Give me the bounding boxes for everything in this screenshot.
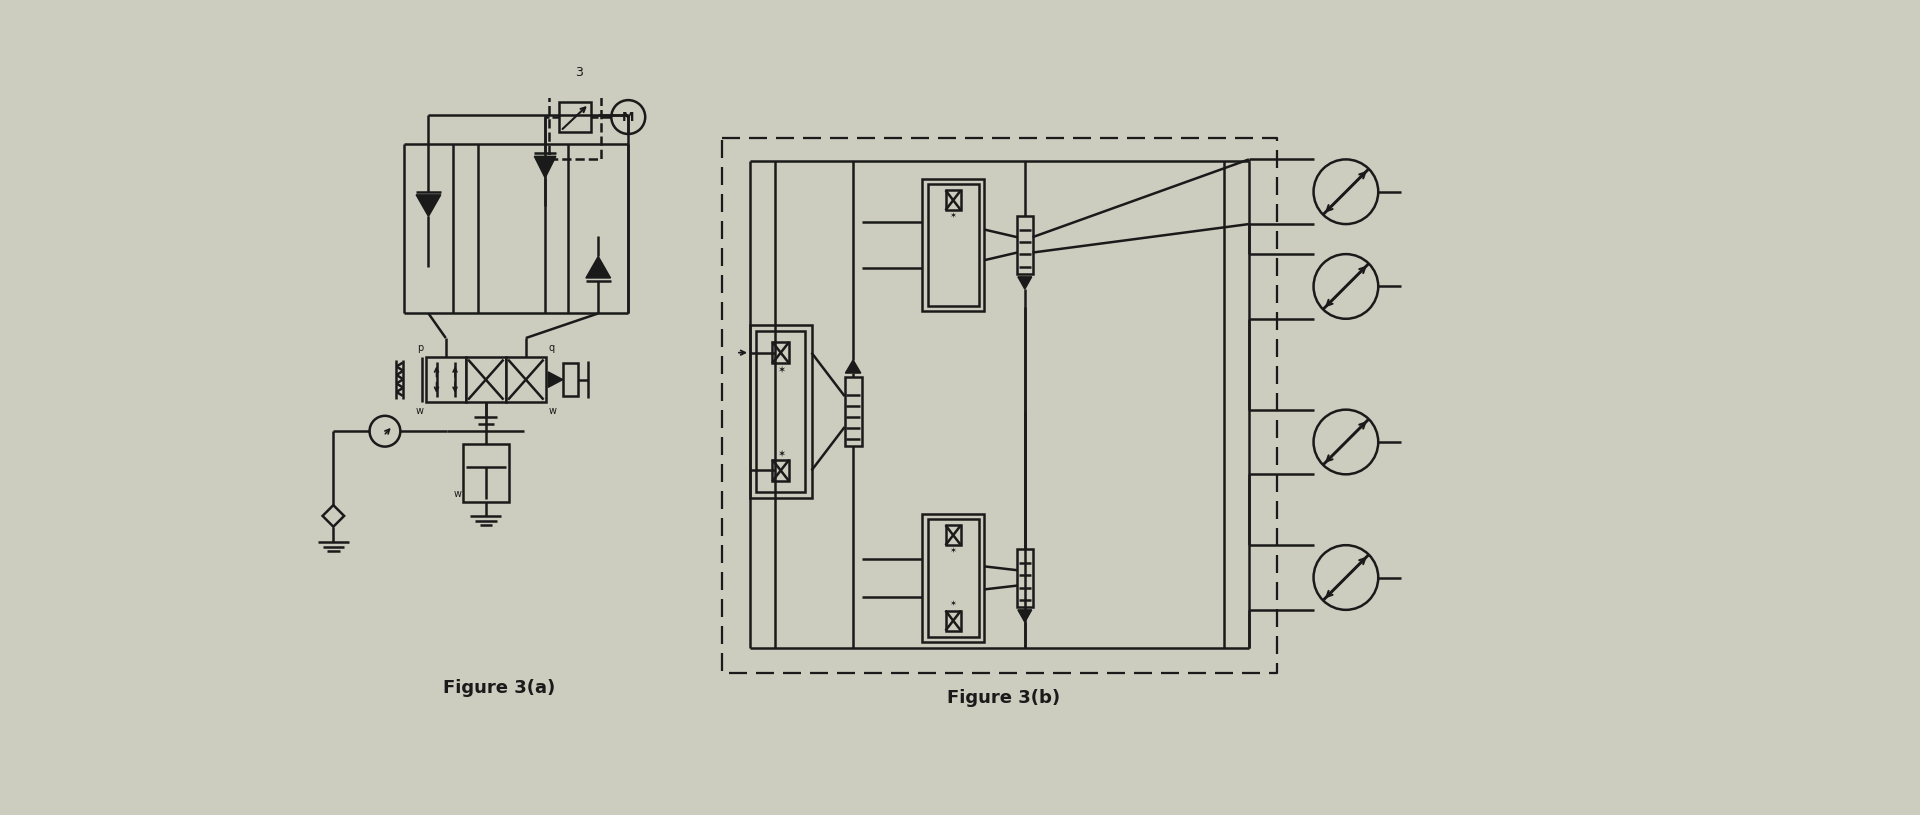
Bar: [772, 460, 789, 482]
Text: q: q: [549, 343, 555, 354]
Bar: [845, 377, 862, 447]
Text: ✶: ✶: [950, 547, 956, 556]
Polygon shape: [1018, 277, 1031, 289]
Bar: [922, 178, 983, 311]
Text: 3: 3: [576, 65, 584, 78]
Polygon shape: [1018, 610, 1031, 622]
Text: w: w: [453, 489, 461, 499]
Polygon shape: [417, 195, 442, 216]
Text: ✶: ✶: [778, 364, 785, 375]
Bar: [922, 513, 983, 642]
Bar: [1018, 549, 1033, 607]
Bar: [751, 325, 812, 498]
Bar: [559, 102, 591, 133]
Bar: [463, 444, 509, 502]
Bar: [505, 357, 545, 402]
Bar: [945, 525, 960, 545]
Text: ✶: ✶: [778, 448, 785, 459]
Bar: [927, 519, 979, 637]
Text: ✶: ✶: [950, 212, 956, 221]
Text: Figure 3(b): Figure 3(b): [947, 689, 1060, 707]
Bar: [927, 184, 979, 306]
Bar: [563, 363, 578, 396]
Text: Figure 3(a): Figure 3(a): [444, 680, 555, 698]
Polygon shape: [845, 360, 860, 373]
Text: M: M: [622, 111, 634, 124]
Polygon shape: [549, 372, 563, 387]
Bar: [945, 190, 960, 210]
Text: w: w: [415, 406, 424, 416]
Bar: [756, 331, 804, 492]
Text: ✶: ✶: [950, 600, 956, 609]
Polygon shape: [534, 156, 557, 178]
Bar: [1018, 216, 1033, 274]
Bar: [772, 341, 789, 363]
Bar: [945, 610, 960, 631]
Bar: [467, 357, 505, 402]
Text: p: p: [417, 343, 424, 354]
Text: w: w: [549, 406, 557, 416]
Polygon shape: [586, 257, 611, 278]
Bar: [426, 357, 467, 402]
